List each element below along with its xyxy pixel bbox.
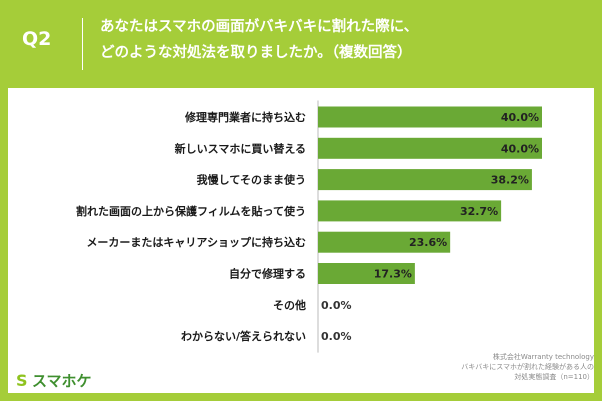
logo-text: スマホケ xyxy=(32,372,92,390)
bar xyxy=(318,137,542,159)
source-line-2: バキバキにスマホが割れた経験がある人の xyxy=(461,363,594,371)
source-note: 株式会社Warranty technology バキバキにスマホが割れた経験があ… xyxy=(430,352,594,382)
category-label: 割れた画面の上から保護フィルムを貼って使う xyxy=(76,204,306,218)
bar-value-label: 23.6% xyxy=(409,236,447,249)
category-label: 修理専門業者に持ち込む xyxy=(184,110,306,124)
bar xyxy=(318,263,415,284)
bar-value-label: 38.2% xyxy=(491,174,529,187)
category-label: メーカーまたはキャリアショップに持ち込む xyxy=(86,235,306,249)
category-label: 我慢してそのまま使う xyxy=(197,173,306,187)
question-title-line-1: あなたはスマホの画面がバキバキに割れた際に、 xyxy=(100,19,419,35)
category-label: 自分で修理する xyxy=(229,267,306,281)
bar xyxy=(318,200,502,222)
category-label: その他 xyxy=(273,298,306,312)
question-title: あなたはスマホの画面がバキバキに割れた際に、 どのような対処法を取りましたか。（… xyxy=(100,14,590,66)
brand-logo: S スマホケ xyxy=(16,370,92,391)
bar xyxy=(318,231,451,253)
bar-value-label: 40.0% xyxy=(501,142,539,155)
bar-value-label: 32.7% xyxy=(460,205,498,218)
bar-value-label: 0.0% xyxy=(321,330,352,343)
bar xyxy=(318,169,532,191)
header-divider xyxy=(82,18,83,70)
category-label: 新しいスマホに買い替える xyxy=(175,141,306,155)
source-line-3: 対処実態調査（n=110） xyxy=(514,373,594,381)
question-header: Q2 あなたはスマホの画面がバキバキに割れた際に、 どのような対処法を取りました… xyxy=(0,0,602,88)
category-label: わからない/答えられない xyxy=(181,329,306,343)
question-number: Q2 xyxy=(22,28,52,50)
bar-value-label: 17.3% xyxy=(374,268,412,281)
bar-value-label: 40.0% xyxy=(501,111,539,124)
source-line-1: 株式会社Warranty technology xyxy=(492,353,594,361)
logo-mark-icon: S xyxy=(16,370,28,390)
bar xyxy=(318,106,542,128)
bar-value-label: 0.0% xyxy=(321,299,352,312)
question-title-line-2: どのような対処法を取りましたか。（複数回答） xyxy=(100,45,412,61)
